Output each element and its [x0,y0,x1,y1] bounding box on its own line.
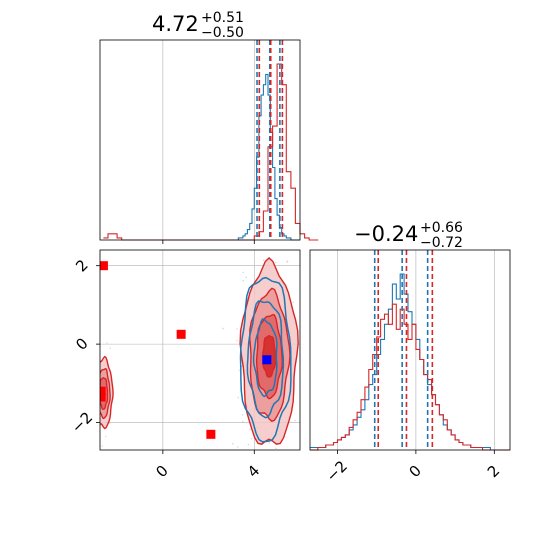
blue-contour-0-0 [239,276,292,443]
scatter-point-red [95,395,97,397]
contour-xtick-label-0: 0 [152,462,171,481]
hist-series-blue [231,73,300,241]
scatter-point-blue [241,413,244,416]
hist-2-title-lower: −0.72 [420,235,463,251]
scatter-point-red [101,457,103,459]
scatter-point-blue [250,437,253,440]
blue-contour-0-2 [252,318,278,398]
scatter-point-blue [237,396,240,399]
blue-marker-0 [262,355,272,365]
scatter-point-red [104,435,107,438]
scatter-point-blue [268,464,270,466]
scatter-point-red [286,261,288,264]
scatter-point-red [262,259,265,262]
hist-2-xtick-label-0: −2 [323,457,351,485]
red-marker-4 [100,392,106,402]
scatter-point-red [90,355,92,357]
scatter-point-red [238,369,241,372]
scatter-point-blue [242,271,245,274]
red-marker-1 [176,329,186,339]
scatter-point-red [94,411,96,413]
hist-2-xtick-label-2: 2 [484,462,503,481]
red-marker-2 [206,429,216,439]
scatter-point-blue [222,327,224,330]
scatter-point-blue [241,421,244,423]
scatter-point-red [237,446,239,448]
scatter-point-red [98,442,100,444]
scatter-point-red [98,407,100,409]
hist-2-xtick-label-1: 0 [405,462,424,481]
scatter-point-blue [242,279,245,282]
scatter-point-red [268,442,271,444]
scatter-point-red [236,328,238,330]
red-marker-3 [100,386,106,396]
scatter-point-red [274,481,276,483]
contour-xtick-label-1: 4 [244,462,263,481]
red-marker-0 [100,261,108,271]
hist-panel-2: −2 0 2 −0.24 +0.66 −0.72 [309,220,511,485]
hist-2-title-upper: +0.66 [420,220,463,236]
hist-1-title-upper: +0.51 [201,10,244,26]
blue-contour-0-1 [246,300,285,419]
scatter-point-red [236,339,238,342]
hist-panel-1: 4.72 +0.51 −0.50 [99,10,319,244]
scatter-point-red [109,347,112,350]
scatter-point-red [93,404,95,406]
scatter-point-red [98,414,100,416]
scatter-point-red [98,394,100,396]
hist-panel-1-frame [99,39,301,241]
scatter-point-blue [259,451,261,453]
contour-ytick-label-0: −2 [68,408,96,436]
scatter-point-red [101,445,104,447]
scatter-point-blue [249,428,251,431]
contour-panel: 0 4 −2 0 2 [68,249,301,483]
scatter-point-red [106,342,108,344]
scatter-point-red [292,301,295,304]
scatter-point-blue [275,447,278,450]
contour-panel-frame [99,249,301,451]
scatter-point-red [109,422,111,425]
hist-2-title-value: −0.24 [354,222,418,246]
scatter-point-red [275,261,277,264]
hist-1-title-lower: −0.50 [201,25,244,41]
scatter-point-red [294,419,296,422]
scatter-point-red [96,420,98,422]
scatter-point-blue [232,443,234,445]
scatter-point-blue [247,443,250,446]
contour-ytick-label-1: 0 [72,334,91,353]
scatter-point-red [98,377,100,379]
hist-1-title-value: 4.72 [152,12,199,36]
scatter-point-blue [286,260,289,262]
scatter-point-red [96,417,98,419]
hist-panel-2-frame [309,249,511,451]
hist-series-red [310,303,510,451]
scatter-point-blue [245,276,247,279]
contour-ytick-label-2: 2 [72,256,91,275]
